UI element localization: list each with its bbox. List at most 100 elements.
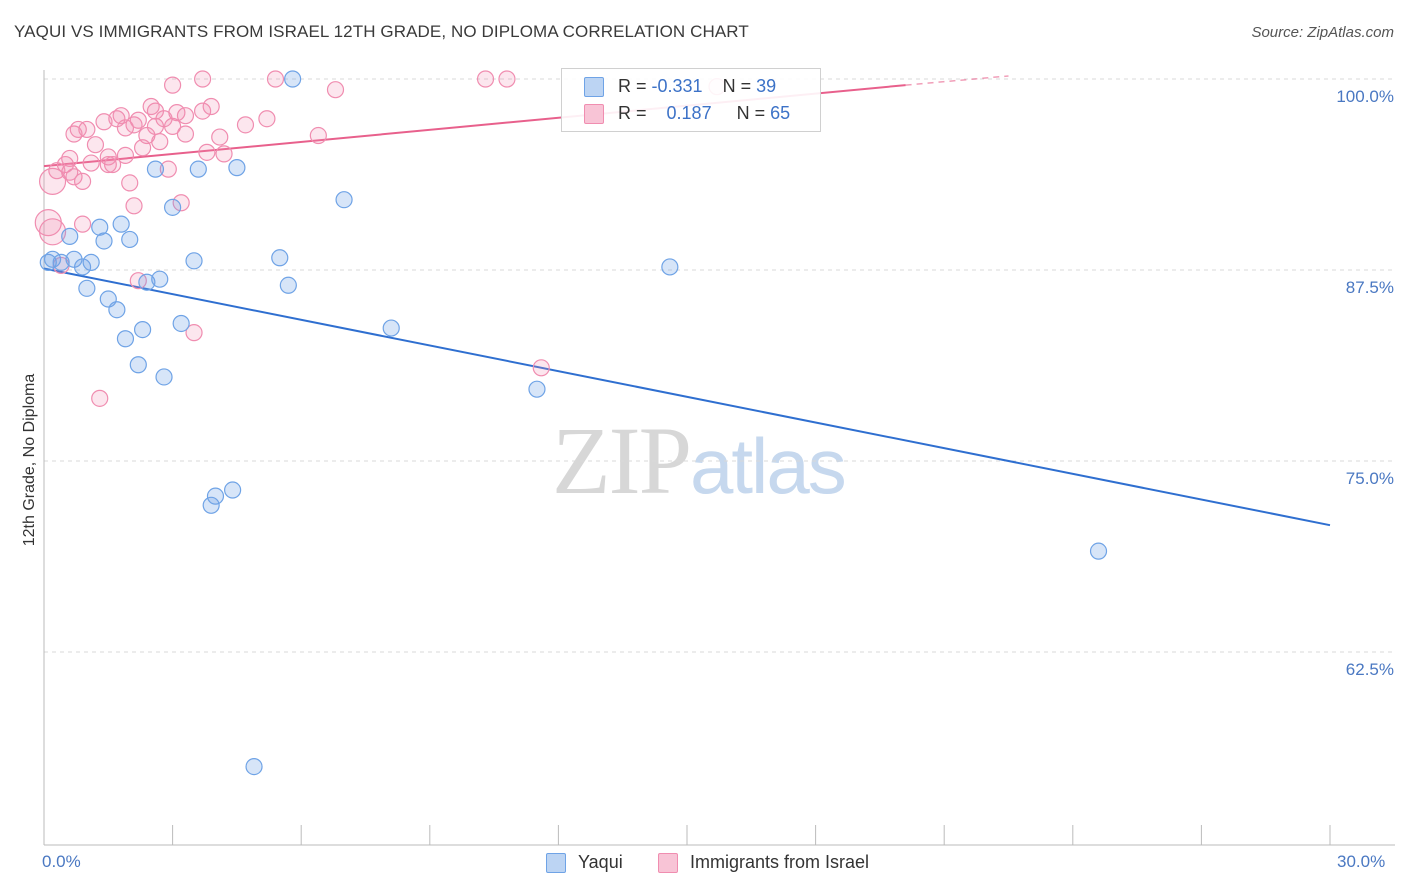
yaqui-point <box>151 270 169 288</box>
legend-text: R = -0.331 N = 39 <box>618 76 776 97</box>
yaqui-point <box>224 481 242 499</box>
n-label: N = <box>722 76 752 96</box>
israel-point <box>78 120 96 139</box>
yaqui-point <box>382 319 400 337</box>
yaqui-point <box>61 227 79 245</box>
israel-point <box>198 143 216 161</box>
israel-point <box>103 155 122 174</box>
data-points <box>34 70 1108 776</box>
n-value: 39 <box>756 76 777 96</box>
israel-point <box>73 215 92 233</box>
stats-legend: R = -0.331 N = 39 R = 0.187 N = 65 <box>561 68 821 132</box>
israel-point <box>194 102 212 120</box>
legend-label: Immigrants from Israel <box>690 852 870 872</box>
yaqui-point <box>284 70 302 88</box>
yaqui-point <box>189 160 207 178</box>
yaqui-point <box>129 356 147 374</box>
y-tick-label: 87.5% <box>1345 278 1394 297</box>
legend-text: R = 0.187 N = 65 <box>618 103 790 124</box>
x-tick-label: 30.0% <box>1337 852 1386 871</box>
israel-point <box>61 149 79 168</box>
yaqui-point <box>133 320 152 339</box>
israel-point <box>211 128 229 146</box>
r-value: 0.187 <box>666 103 712 123</box>
israel-point <box>86 136 105 154</box>
y-tick-label: 100.0% <box>1336 87 1394 106</box>
y-tick-label: 75.0% <box>1345 469 1394 488</box>
israel-point <box>194 70 212 88</box>
yaqui-point <box>661 258 679 276</box>
israel-point <box>215 145 233 163</box>
yaqui-point <box>1089 542 1108 560</box>
israel-point <box>498 70 516 88</box>
israel-point <box>65 168 83 186</box>
gridlines <box>44 78 1395 653</box>
yaqui-point <box>52 253 70 271</box>
r-label: R = <box>618 76 647 96</box>
israel-point <box>258 110 276 128</box>
legend-label: Yaqui <box>578 852 623 872</box>
yaqui-point <box>279 276 297 294</box>
r-label: R = <box>618 103 647 123</box>
israel-trend-extension <box>905 75 1009 86</box>
israel-point <box>172 194 190 212</box>
israel-point <box>176 125 195 143</box>
israel-point <box>95 113 113 131</box>
israel-point <box>236 116 255 134</box>
israel-point <box>476 70 495 88</box>
israel-point <box>532 359 550 377</box>
yaqui-point <box>202 496 220 514</box>
yaqui-point <box>206 487 225 505</box>
israel-point <box>38 218 67 246</box>
watermark-atlas: atlas <box>690 422 847 510</box>
israel-point <box>266 70 285 88</box>
israel-point <box>176 107 195 125</box>
yaqui-point <box>245 757 263 776</box>
yaqui-point <box>121 230 139 249</box>
chart-title: YAQUI VS IMMIGRANTS FROM ISRAEL 12TH GRA… <box>14 22 749 41</box>
yaqui-point <box>138 273 156 291</box>
israel-point <box>91 389 109 407</box>
yaqui-point <box>172 314 190 333</box>
yaqui-point <box>155 368 173 386</box>
israel-point <box>326 81 345 99</box>
israel-point <box>125 197 143 215</box>
israel-point <box>48 162 66 180</box>
yaqui-trend-line <box>43 267 1331 527</box>
israel-point <box>73 172 92 190</box>
r-value: -0.331 <box>651 76 703 96</box>
yaqui-point <box>91 218 109 236</box>
yaqui-point <box>112 215 130 233</box>
yaqui-swatch <box>584 77 604 97</box>
israel-point <box>99 155 117 174</box>
yaqui-point <box>164 198 182 216</box>
israel-point <box>202 97 220 116</box>
trend-lines <box>43 75 1331 527</box>
yaqui-point <box>95 232 113 250</box>
israel-point <box>129 111 147 129</box>
yaqui-point <box>185 252 203 270</box>
yaqui-point <box>528 380 546 398</box>
yaqui-point <box>335 191 353 209</box>
yaqui-point <box>146 160 165 178</box>
israel-point <box>185 324 203 342</box>
axes <box>43 70 1395 846</box>
yaqui-point <box>82 253 100 271</box>
israel-swatch <box>658 853 678 873</box>
israel-point <box>309 126 327 145</box>
n-value: 65 <box>770 103 791 123</box>
israel-point <box>121 174 139 192</box>
yaqui-point <box>78 279 96 297</box>
source-credit: Source: ZipAtlas.com <box>1251 24 1394 41</box>
israel-point <box>129 272 147 290</box>
israel-point <box>38 167 67 195</box>
israel-point <box>116 146 135 164</box>
israel-point <box>164 117 182 135</box>
israel-swatch <box>584 104 604 124</box>
x-tick-label: 0.0% <box>42 852 81 871</box>
israel-point <box>159 160 177 178</box>
israel-point <box>151 133 169 151</box>
y-axis-label: 12th Grade, No Diploma <box>21 373 38 547</box>
yaqui-point <box>73 258 92 276</box>
